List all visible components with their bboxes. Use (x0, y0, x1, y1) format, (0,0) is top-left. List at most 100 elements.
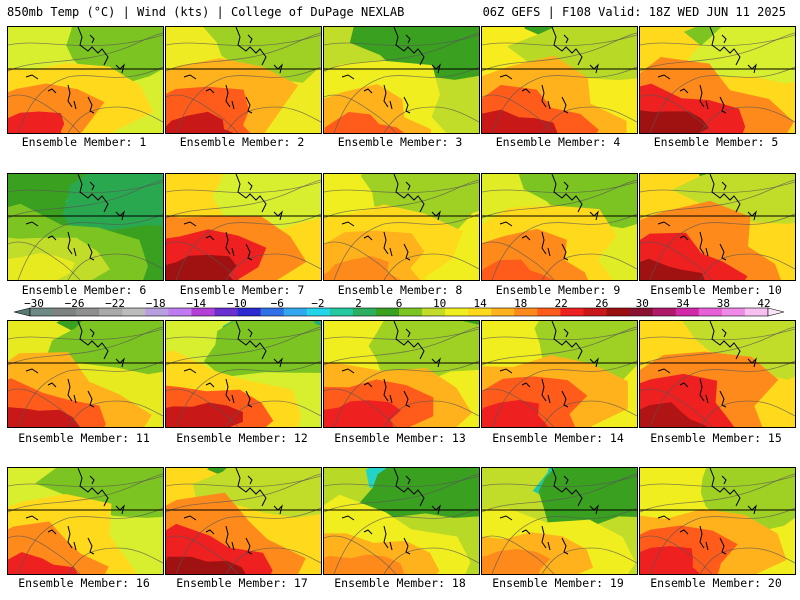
temperature-field-map (324, 468, 479, 574)
temperature-field-map (8, 468, 163, 574)
colorbar-segment (675, 308, 700, 316)
ensemble-member-caption: Ensemble Member: 10 (650, 283, 782, 297)
temperature-field-map (482, 468, 637, 574)
temperature-field-map (640, 468, 795, 574)
temperature-field-map (166, 174, 321, 280)
colorbar-tick-label: −26 (64, 297, 85, 310)
colorbar-segment (744, 308, 769, 316)
ensemble-member-caption: Ensemble Member: 14 (492, 431, 624, 445)
ensemble-member-panel (323, 467, 480, 575)
colorbar-segment (375, 308, 400, 316)
colorbar-tick-label: 14 (473, 297, 487, 310)
ensemble-member-caption: Ensemble Member: 15 (650, 431, 782, 445)
colorbar-segment (422, 308, 446, 316)
colorbar-segment (698, 308, 723, 316)
colorbar-tick-label: 22 (554, 297, 568, 310)
colorbar-tick-label: 18 (514, 297, 528, 310)
ensemble-member-caption: Ensemble Member: 13 (334, 431, 466, 445)
ensemble-member-panel (323, 26, 480, 134)
colorbar-segment (514, 308, 538, 316)
ensemble-member-panel (7, 467, 164, 575)
colorbar-segment (352, 308, 377, 316)
ensemble-member-caption: Ensemble Member: 1 (21, 135, 147, 149)
colorbar-segment (606, 308, 630, 316)
temperature-field-map (482, 321, 637, 427)
ensemble-member-caption: Ensemble Member: 20 (650, 576, 782, 590)
colorbar-segment (214, 308, 238, 316)
colorbar-segment (560, 308, 584, 316)
temperature-field-map (8, 174, 163, 280)
colorbar-labels: −30 −26 −22 −18 −14 −10 −6 −2 2 6 10 14 18 22 26 30 34 38… (0, 297, 800, 310)
colorbar-tick-label: 42 (757, 297, 771, 310)
temperature-field-map (482, 27, 637, 133)
colorbar-tick-label: 26 (595, 297, 609, 310)
temperature-field-map (324, 321, 479, 427)
colorbar-tick-label: 6 (395, 297, 403, 310)
ensemble-member-caption: Ensemble Member: 12 (176, 431, 308, 445)
colorbar-tick-label: 34 (676, 297, 690, 310)
colorbar-segment (237, 308, 261, 316)
colorbar-segment (122, 308, 146, 316)
colorbar-tick-label: 38 (716, 297, 731, 310)
valid-time: 06Z GEFS | F108 Valid: 18Z WED JUN 11 20… (482, 5, 786, 19)
temperature-field-map (8, 321, 163, 427)
ensemble-member-panel (481, 173, 638, 281)
ensemble-member-panel (165, 467, 322, 575)
temperature-field-map (166, 468, 321, 574)
ensemble-member-caption: Ensemble Member: 7 (179, 283, 305, 297)
ensemble-member-panel (639, 173, 796, 281)
ensemble-member-caption: Ensemble Member: 16 (18, 576, 150, 590)
colorbar-tick-label: −10 (226, 297, 247, 310)
ensemble-member-panel (165, 320, 322, 428)
colorbar-segment (329, 308, 354, 316)
colorbar-tick-label: −6 (270, 297, 284, 310)
ensemble-member-panel (165, 26, 322, 134)
colorbar-segment (99, 308, 123, 316)
ensemble-member-panel (7, 26, 164, 134)
temperature-field-map (482, 174, 637, 280)
colorbar-tick-label: −22 (105, 297, 126, 310)
ensemble-member-panel (7, 173, 164, 281)
colorbar-arrow-right (767, 307, 785, 317)
temperature-field-map (324, 174, 479, 280)
temperature-field-map (166, 321, 321, 427)
colorbar-tick-label: 30 (635, 297, 649, 310)
colorbar-segment (399, 308, 423, 316)
colorbar-segment (445, 308, 469, 316)
colorbar-segment (168, 308, 192, 316)
ensemble-member-panel (7, 320, 164, 428)
colorbar-segment (191, 308, 215, 316)
ensemble-member-panel (481, 320, 638, 428)
ensemble-member-panel (323, 173, 480, 281)
temperature-field-map (324, 27, 479, 133)
ensemble-member-caption: Ensemble Member: 4 (495, 135, 621, 149)
map-title: 850mb Temp (°C) | Wind (kts) | College o… (7, 5, 405, 19)
ensemble-member-panel (639, 467, 796, 575)
temperature-field-map (8, 27, 163, 133)
ensemble-member-panel (481, 26, 638, 134)
ensemble-member-panel (639, 26, 796, 134)
colorbar-segment (53, 308, 77, 316)
ensemble-member-caption: Ensemble Member: 19 (492, 576, 624, 590)
ensemble-member-panel (481, 467, 638, 575)
colorbar-tick-label: −18 (145, 297, 166, 310)
colorbar-segment (721, 308, 746, 316)
ensemble-member-caption: Ensemble Member: 3 (337, 135, 463, 149)
ensemble-member-panel (165, 173, 322, 281)
ensemble-member-caption: Ensemble Member: 18 (334, 576, 466, 590)
temperature-field-map (640, 321, 795, 427)
colorbar-segment (283, 308, 308, 316)
ensemble-member-caption: Ensemble Member: 11 (18, 431, 150, 445)
colorbar-tick-label: −30 (24, 297, 44, 310)
colorbar-segment (306, 308, 331, 316)
colorbar-segment (468, 308, 492, 316)
ensemble-member-panel (323, 320, 480, 428)
ensemble-member-caption: Ensemble Member: 6 (21, 283, 147, 297)
ensemble-member-caption: Ensemble Member: 2 (179, 135, 305, 149)
ensemble-member-caption: Ensemble Member: 5 (653, 135, 779, 149)
ensemble-member-caption: Ensemble Member: 8 (337, 283, 463, 297)
colorbar-segment (76, 308, 100, 316)
colorbar-tick-label: −14 (186, 297, 207, 310)
colorbar-segment (583, 308, 607, 316)
colorbar-segment (491, 308, 515, 316)
